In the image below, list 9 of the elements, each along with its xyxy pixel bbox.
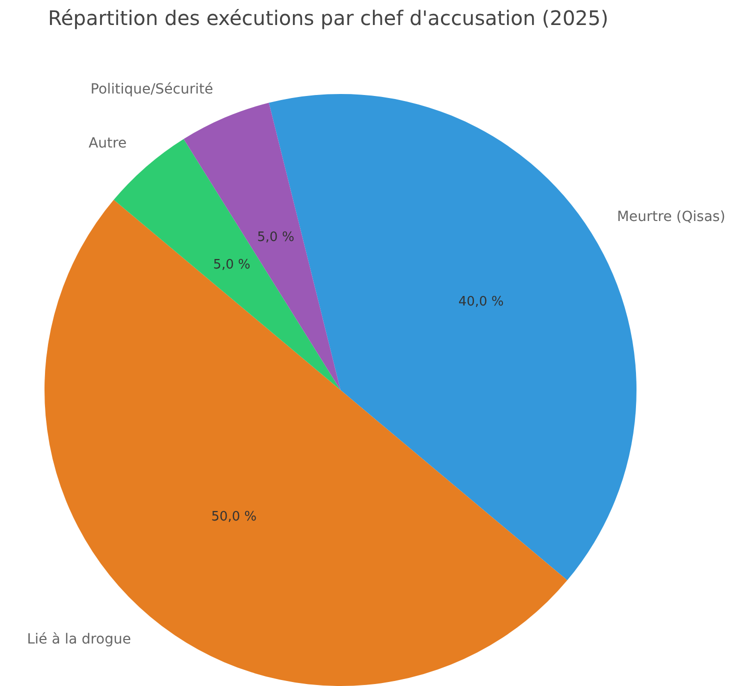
data-label: 5,0 % [213,257,250,272]
slice-label: Lié à la drogue [26,631,131,648]
data-label: 50,0 % [211,509,257,524]
slice-label: Politique/Sécurité [90,82,214,98]
chart-title: Répartition des exécutions par chef d'accusation (2025) [48,6,608,30]
data-label: 5,0 % [257,230,294,245]
data-label: 40,0 % [458,294,504,310]
slice-label: Autre [88,136,127,152]
slice-label: Meurtre (Qisas) [616,208,726,225]
